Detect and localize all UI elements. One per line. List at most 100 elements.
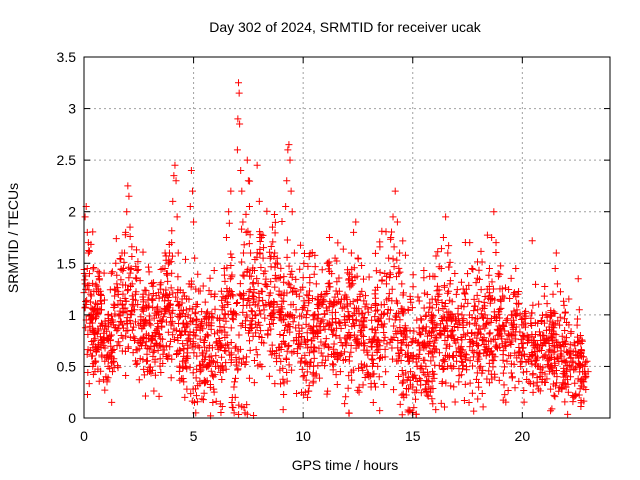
- data-point: [576, 331, 584, 339]
- data-point: [561, 315, 569, 323]
- data-point: [241, 323, 249, 331]
- data-point: [437, 320, 445, 328]
- data-point: [359, 332, 367, 340]
- data-point: [350, 331, 358, 339]
- data-point: [547, 311, 555, 319]
- data-point: [325, 234, 333, 241]
- data-point: [518, 331, 526, 339]
- data-point: [576, 377, 584, 385]
- data-point: [124, 287, 132, 295]
- data-point: [196, 287, 204, 295]
- data-point: [471, 331, 479, 339]
- data-point: [216, 315, 224, 323]
- data-point: [304, 393, 312, 401]
- data-point: [553, 379, 561, 387]
- data-point: [450, 322, 458, 330]
- data-point: [497, 262, 505, 270]
- data-point: [140, 334, 148, 342]
- data-point: [528, 309, 536, 317]
- data-point: [472, 375, 480, 383]
- data-point: [542, 351, 550, 359]
- data-point: [399, 379, 407, 387]
- data-point: [280, 289, 288, 297]
- data-point: [267, 263, 275, 271]
- data-point: [157, 368, 165, 376]
- data-point: [205, 321, 213, 329]
- data-point: [539, 364, 547, 372]
- data-point: [368, 316, 376, 324]
- data-point: [145, 291, 153, 299]
- data-point: [204, 361, 212, 369]
- data-point: [444, 363, 452, 371]
- data-point: [483, 285, 491, 293]
- data-point: [410, 327, 418, 335]
- data-point: [455, 365, 463, 373]
- data-point: [230, 383, 238, 391]
- data-point: [470, 307, 478, 315]
- data-point: [370, 370, 378, 378]
- data-point: [417, 381, 425, 389]
- data-point: [469, 362, 477, 370]
- data-point: [229, 316, 237, 324]
- data-point: [407, 368, 415, 376]
- data-point: [162, 342, 170, 350]
- data-point: [322, 304, 330, 312]
- data-point: [283, 177, 291, 185]
- data-point: [88, 352, 96, 360]
- data-point: [567, 373, 575, 381]
- data-point: [253, 253, 261, 261]
- data-point: [128, 326, 136, 334]
- data-point: [464, 299, 472, 307]
- data-point: [182, 362, 190, 370]
- data-point: [564, 362, 572, 370]
- data-point: [528, 348, 536, 356]
- data-point: [298, 365, 306, 373]
- data-point: [85, 286, 93, 294]
- data-point: [456, 347, 464, 355]
- data-point: [570, 339, 578, 347]
- data-point: [333, 381, 341, 389]
- y-tick-label: 3: [68, 101, 76, 117]
- data-point: [245, 203, 253, 211]
- data-point: [335, 318, 343, 326]
- data-point: [81, 280, 89, 288]
- data-point: [507, 311, 515, 319]
- data-point: [155, 294, 163, 302]
- data-point: [449, 353, 457, 361]
- data-point: [440, 328, 448, 336]
- data-point: [373, 283, 381, 291]
- data-point: [502, 398, 510, 406]
- data-point: [334, 239, 342, 247]
- data-point: [143, 350, 151, 358]
- data-point: [391, 187, 399, 195]
- data-point: [285, 141, 293, 149]
- data-point: [354, 254, 362, 262]
- data-point: [266, 347, 274, 355]
- data-point: [431, 361, 439, 369]
- data-point: [449, 352, 457, 360]
- data-point: [433, 334, 441, 342]
- data-point: [242, 228, 250, 236]
- data-point: [464, 270, 472, 278]
- data-point: [235, 79, 243, 87]
- data-point: [516, 311, 524, 319]
- data-point: [99, 321, 107, 329]
- data-point: [460, 396, 468, 404]
- data-point: [551, 264, 559, 272]
- data-point: [270, 253, 278, 261]
- data-point: [225, 219, 233, 227]
- data-point: [249, 298, 257, 306]
- data-point: [174, 312, 182, 320]
- data-point: [285, 262, 293, 270]
- data-point: [306, 273, 314, 281]
- data-point: [153, 340, 161, 348]
- data-point: [242, 210, 250, 218]
- data-point: [399, 237, 407, 245]
- data-point: [550, 370, 558, 378]
- data-point: [186, 363, 194, 371]
- data-point: [257, 310, 265, 318]
- data-point: [453, 286, 461, 294]
- data-point: [89, 279, 97, 287]
- data-point: [194, 270, 202, 278]
- data-point: [526, 380, 534, 388]
